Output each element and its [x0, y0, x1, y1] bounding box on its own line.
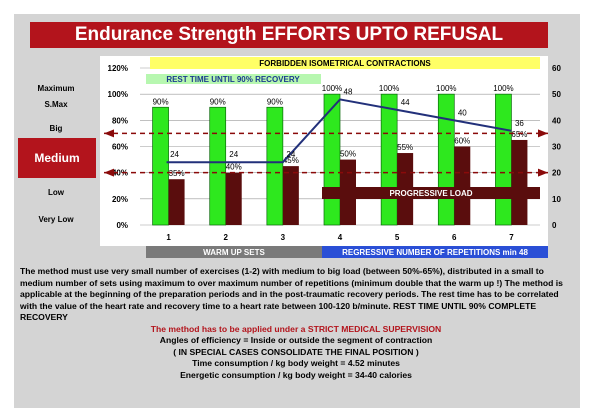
bar-green — [437, 93, 455, 226]
label-medium: Medium — [18, 138, 96, 178]
warm-up-band — [146, 246, 322, 258]
chart: 0% 20% 40% 60% 80% 100% 120% 0 10 20 30 40 50 60 FORBI… — [100, 56, 561, 258]
x-tick-label: 5 — [395, 233, 400, 242]
label-very-low: Very Low — [38, 215, 74, 224]
y-left-tick-label: 0% — [116, 221, 128, 230]
bar-green-label: 100% — [379, 84, 399, 93]
warm-up-text: WARM UP SETS — [203, 248, 265, 257]
reference-arrow-right — [538, 168, 548, 177]
bar-red — [511, 139, 528, 225]
y-left-tick-label: 120% — [108, 64, 128, 73]
label-low: Low — [48, 188, 64, 197]
supervision-note: The method has to be applied under a STR… — [150, 323, 442, 334]
method-paragraph: The method must use very small number of… — [20, 266, 563, 322]
bar-red-label: 50% — [340, 150, 356, 159]
line-point-label: 36 — [515, 119, 524, 128]
reference-arrow-left — [104, 168, 114, 177]
bar-green — [266, 106, 284, 226]
bar-green-label: 100% — [493, 84, 513, 93]
bar-green — [209, 106, 227, 226]
reference-arrow-left — [104, 129, 114, 138]
y-right-tick-label: 50 — [552, 90, 561, 99]
bar-green-label: 90% — [153, 97, 169, 106]
bar-red — [282, 166, 299, 225]
progressive-banner — [322, 187, 540, 199]
y-right-tick-label: 30 — [552, 143, 561, 152]
bar-red-label: 65% — [511, 130, 527, 139]
y-right-tick-label: 40 — [552, 116, 561, 125]
y-left-tick-label: 80% — [112, 116, 128, 125]
bar-red — [225, 172, 242, 225]
y-right-tick-label: 60 — [552, 64, 561, 73]
y-left-tick-label: 40% — [112, 169, 128, 178]
label-smax: S.Max — [44, 100, 68, 109]
bar-green-label: 90% — [267, 97, 283, 106]
bar-green — [152, 106, 169, 226]
label-maximum: Maximum — [37, 84, 75, 93]
line-point-label: 48 — [344, 87, 353, 96]
line-point-label: 24 — [170, 150, 179, 159]
repetitions-line — [166, 98, 512, 164]
special-cases-note: ( IN SPECIAL CASES CONSOLIDATE THE FINAL… — [173, 346, 419, 357]
label-big: Big — [49, 124, 63, 133]
bar-red-label: 40% — [226, 163, 242, 172]
rest-banner-text: REST TIME UNTIL 90% RECOVERY — [166, 75, 300, 84]
y-left-tick-label: 100% — [108, 90, 128, 99]
y-left-tick-label: 60% — [112, 143, 128, 152]
y-right-tick-label: 20 — [552, 169, 561, 178]
forbidden-banner-text: FORBIDDEN ISOMETRICAL CONTRACTIONS — [259, 59, 431, 68]
bar-red — [168, 179, 185, 225]
x-tick-label: 6 — [452, 233, 457, 242]
y-right-tick-label: 0 — [552, 221, 557, 230]
description: The method must use very small number of… — [20, 266, 572, 381]
bar-red-label: 60% — [454, 137, 470, 146]
rest-banner — [146, 74, 321, 84]
line-point-label: 44 — [401, 98, 410, 107]
time-consumption: Time consumption / kg body weight = 4.52… — [192, 358, 400, 368]
progressive-banner-text: PROGRESSIVE LOAD — [389, 189, 472, 198]
y-right-tick-label: 10 — [552, 195, 561, 204]
x-tick-label: 3 — [281, 233, 286, 242]
bar-green-label: 100% — [436, 84, 456, 93]
intensity-scale: Maximum S.Max Big Medium Low Very Low — [16, 60, 96, 250]
bar-green-label: 100% — [322, 84, 342, 93]
bar-red — [454, 146, 471, 225]
line-point-label: 40 — [458, 108, 467, 117]
reference-arrow-right — [538, 129, 548, 138]
line-point-label: 24 — [286, 150, 295, 159]
regressive-text: REGRESSIVE NUMBER OF REPETITIONS min 48 — [342, 248, 528, 257]
bar-red-label: 35% — [169, 169, 185, 178]
x-tick-label: 2 — [223, 233, 228, 242]
bar-green-label: 90% — [210, 97, 226, 106]
regressive-band — [322, 246, 548, 258]
forbidden-banner — [150, 57, 540, 69]
bar-red-label: 55% — [397, 143, 413, 152]
bar-green — [380, 93, 398, 226]
energy-consumption: Energetic consumption / kg body weight =… — [180, 369, 412, 380]
bar-red-label: 45% — [283, 156, 299, 165]
x-tick-label: 7 — [509, 233, 514, 242]
line-point-label: 24 — [229, 150, 238, 159]
page-title: Endurance Strength EFFORTS UPTO REFUSAL — [30, 22, 548, 48]
x-tick-label: 1 — [166, 233, 171, 242]
x-tick-label: 4 — [338, 233, 343, 242]
efficiency-note: Angles of efficiency = Inside or outside… — [159, 335, 433, 345]
y-left-tick-label: 20% — [112, 195, 128, 204]
bar-green — [495, 93, 512, 226]
